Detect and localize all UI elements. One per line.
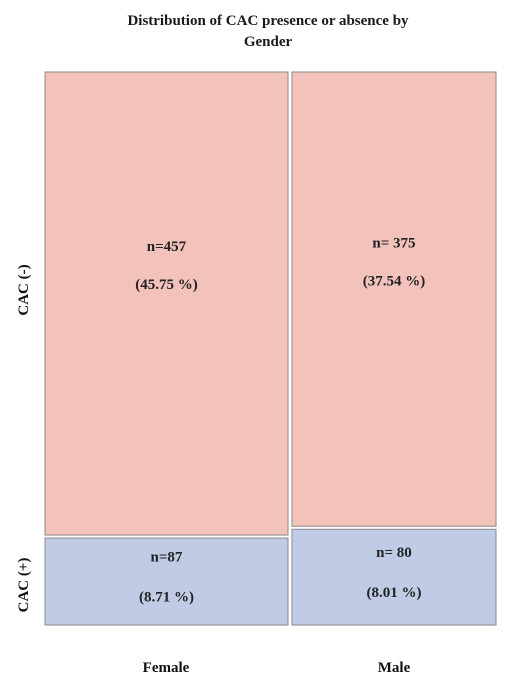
label-pct-positive-male: (8.01 %) — [367, 585, 422, 601]
x-label-male: Male — [378, 660, 411, 676]
label-n-negative-female: n=457 — [147, 239, 187, 255]
label-pct-positive-female: (8.71 %) — [139, 590, 194, 606]
y-label-cac-negative: CAC (-) — [16, 264, 32, 315]
x-label-female: Female — [143, 660, 190, 676]
cell-cac-negative-female — [44, 71, 289, 536]
label-n-positive-female: n=87 — [151, 550, 183, 566]
chart-title-line-1: Distribution of CAC presence or absence … — [127, 13, 409, 29]
chart-title: Distribution of CAC presence or absence … — [127, 13, 409, 50]
mosaic-cells: n=457 (45.75 %) n=87 (8.71 %) n= 375 (37.54 %… — [44, 71, 497, 626]
label-n-positive-male: n= 80 — [376, 545, 412, 561]
label-n-negative-male: n= 375 — [372, 235, 415, 251]
cell-cac-positive-female — [44, 537, 289, 626]
cell-cac-negative-male — [291, 71, 497, 527]
label-pct-negative-female: (45.75 %) — [135, 277, 198, 293]
y-label-cac-positive: CAC (+) — [16, 558, 32, 613]
label-pct-negative-male: (37.54 %) — [363, 273, 426, 289]
chart-title-line-2: Gender — [244, 34, 293, 50]
cell-cac-positive-male — [291, 528, 497, 626]
